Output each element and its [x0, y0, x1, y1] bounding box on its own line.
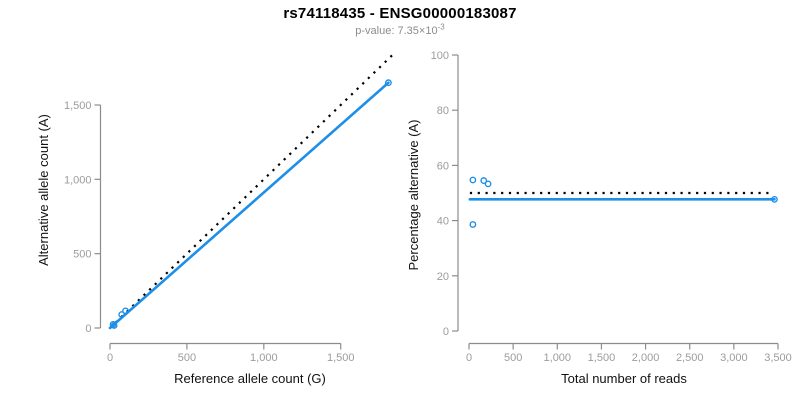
- x-tick-label: 2,500: [676, 352, 704, 364]
- y-tick-label: 100: [431, 50, 449, 62]
- x-tick-label: 1,000: [250, 352, 278, 364]
- x-tick-label: 0: [107, 352, 113, 364]
- fit-line: [108, 81, 390, 330]
- x-tick-label: 1,500: [588, 352, 616, 364]
- y-tick-label: 60: [437, 160, 449, 172]
- data-point: [122, 307, 129, 315]
- y-axis-title: Alternative allele count (A): [36, 114, 51, 266]
- pvalue-prefix: p-value:: [355, 25, 398, 37]
- x-tick-label: 500: [178, 352, 196, 364]
- x-tick-label: 3,500: [764, 352, 792, 364]
- data-point: [771, 195, 778, 203]
- y-tick-label: 1,000: [64, 174, 92, 186]
- x-tick-label: 0: [466, 352, 472, 364]
- data-point: [469, 176, 477, 184]
- identity-line: [109, 52, 396, 329]
- y-tick-label: 40: [437, 216, 449, 228]
- y-tick-label: 20: [437, 271, 449, 283]
- y-tick-label: 80: [437, 105, 449, 117]
- y-tick-label: 0: [85, 323, 91, 335]
- y-tick-label: 0: [443, 326, 449, 338]
- pvalue-exponent: -3: [437, 22, 445, 32]
- y-axis-title: Percentage alternative (A): [406, 119, 421, 270]
- x-tick-label: 1,500: [327, 352, 355, 364]
- data-point: [480, 177, 488, 184]
- data-point: [118, 311, 126, 318]
- x-axis-title: Reference allele count (G): [174, 371, 326, 386]
- figure-title: rs74118435 - ENSG00000183087: [283, 5, 517, 22]
- data-point: [109, 321, 117, 328]
- x-axis-title: Total number of reads: [561, 371, 687, 386]
- x-tick-label: 2,000: [632, 352, 660, 364]
- x-tick-label: 500: [504, 352, 522, 364]
- data-point: [469, 221, 477, 228]
- data-point: [484, 180, 492, 188]
- figure-subtitle: p-value: 7.35×10-3: [0, 22, 800, 37]
- y-tick-label: 500: [73, 249, 91, 261]
- pvalue-mantissa: 7.35: [397, 25, 419, 37]
- y-tick-label: 1,500: [64, 100, 92, 112]
- x-tick-label: 3,000: [720, 352, 748, 364]
- data-point: [110, 322, 118, 329]
- pvalue-times-ten: ×10: [418, 25, 438, 37]
- x-tick-label: 1,000: [544, 352, 572, 364]
- data-point: [385, 79, 392, 87]
